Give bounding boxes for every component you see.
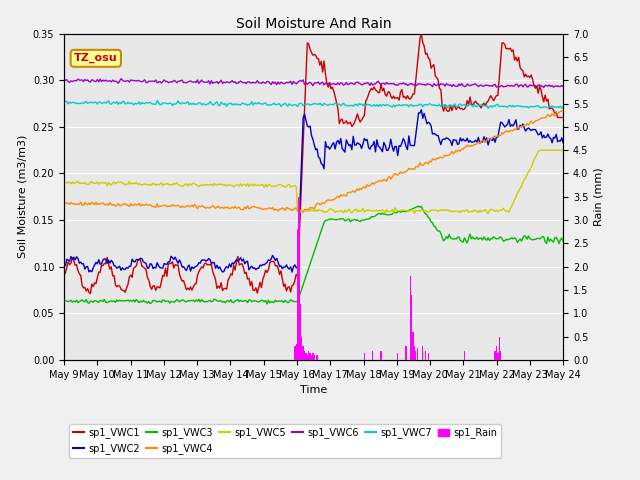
Title: Soil Moisture And Rain: Soil Moisture And Rain [236,17,392,31]
Bar [428,353,429,360]
Bar [500,351,501,360]
Bar [301,336,303,360]
Bar [494,351,496,360]
Bar [413,346,415,360]
Bar [294,346,296,360]
Bar [417,348,418,360]
Bar [410,276,411,360]
Bar [412,332,413,360]
Bar [308,351,309,360]
Bar [364,353,365,360]
Bar [415,351,417,360]
Bar [497,353,499,360]
Bar [422,346,424,360]
Bar [309,353,311,360]
Bar [464,351,465,360]
Bar [311,355,312,360]
Bar [425,351,426,360]
Bar [312,353,314,360]
X-axis label: Time: Time [300,385,327,395]
Bar [298,197,300,360]
Bar [411,295,412,360]
Bar [314,355,315,360]
Bar [305,353,307,360]
Bar [397,353,399,360]
Bar [316,355,318,360]
Bar [372,351,373,360]
Bar [307,355,308,360]
Bar [296,344,297,360]
Legend: sp1_VWC1, sp1_VWC2, sp1_VWC3, sp1_VWC4, sp1_VWC5, sp1_VWC6, sp1_VWC7, sp1_Rain: sp1_VWC1, sp1_VWC2, sp1_VWC3, sp1_VWC4, … [69,424,501,458]
Y-axis label: Rain (mm): Rain (mm) [594,168,604,226]
Y-axis label: Soil Moisture (m3/m3): Soil Moisture (m3/m3) [17,135,27,259]
Bar [304,351,305,360]
Bar [303,346,304,360]
Bar [496,346,497,360]
Bar [380,351,381,360]
Bar [405,346,407,360]
Bar [297,229,298,360]
Bar [499,336,500,360]
Text: TZ_osu: TZ_osu [74,53,118,63]
Bar [300,304,301,360]
